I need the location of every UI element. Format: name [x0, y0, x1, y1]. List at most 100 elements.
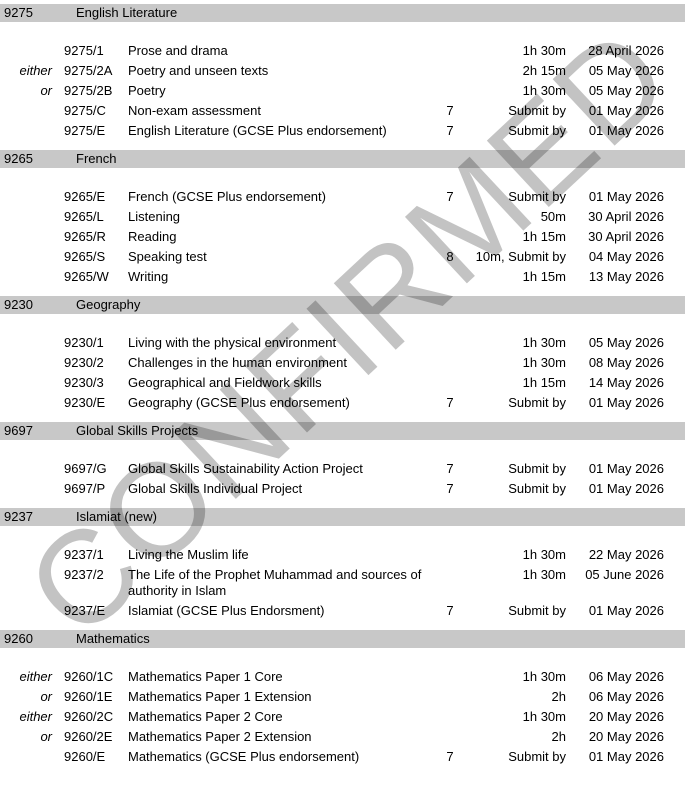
- paper-title: Non-exam assessment: [128, 103, 261, 118]
- exam-date: 05 May 2026: [588, 63, 664, 78]
- paper-code: 9265/R: [64, 229, 106, 244]
- paper-title: Reading: [128, 229, 177, 244]
- exam-row: or 9275/2B Poetry 1h 30m 05 May 2026: [0, 82, 685, 100]
- exam-row: 9237/1 Living the Muslim life 1h 30m 22 …: [0, 546, 685, 564]
- option-label: either: [19, 63, 52, 78]
- paper-title: Geographical and Fieldwork skills: [128, 375, 322, 390]
- exam-date: 04 May 2026: [588, 249, 664, 264]
- exam-date: 20 May 2026: [588, 729, 664, 744]
- paper-code: 9697/G: [64, 461, 107, 476]
- option-label: either: [19, 669, 52, 684]
- section-rows: either 9260/1C Mathematics Paper 1 Core …: [0, 668, 685, 766]
- key-number: 7: [446, 603, 454, 618]
- section-header-bar: 9260 Mathematics: [0, 630, 685, 648]
- exam-date: 01 May 2026: [588, 603, 664, 618]
- paper-title: Poetry: [128, 83, 166, 98]
- exam-row: 9237/2 The Life of the Prophet Muhammad …: [0, 566, 685, 600]
- paper-code: 9260/E: [64, 749, 106, 764]
- key-number: 8: [446, 249, 454, 264]
- key-number: 7: [446, 461, 454, 476]
- section-code: 9697: [4, 423, 33, 438]
- duration-label: Submit by: [508, 103, 566, 118]
- duration-label: 2h: [551, 729, 566, 744]
- paper-code: 9275/C: [64, 103, 106, 118]
- paper-title: Writing: [128, 269, 169, 284]
- section-code: 9230: [4, 297, 33, 312]
- option-label: either: [19, 709, 52, 724]
- section-header-bar: 9237 Islamiat (new): [0, 508, 685, 526]
- paper-code: 9697/P: [64, 481, 106, 496]
- paper-code: 9260/1C: [64, 669, 114, 684]
- exam-row: 9230/3 Geographical and Fieldwork skills…: [0, 374, 685, 392]
- exam-row: 9237/E Islamiat (GCSE Plus Endorsment) 7…: [0, 602, 685, 620]
- paper-code: 9237/2: [64, 567, 104, 582]
- section-rows: 9230/1 Living with the physical environm…: [0, 334, 685, 412]
- key-number: 7: [446, 749, 454, 764]
- exam-row: 9275/E English Literature (GCSE Plus end…: [0, 122, 685, 140]
- section-rows: 9697/G Global Skills Sustainability Acti…: [0, 460, 685, 498]
- paper-code: 9237/1: [64, 547, 104, 562]
- duration-label: 1h 30m: [522, 83, 566, 98]
- exam-date: 01 May 2026: [588, 103, 664, 118]
- subject-section: 9697 Global Skills Projects 9697/G Global…: [0, 422, 685, 498]
- exam-row: 9697/P Global Skills Individual Project …: [0, 480, 685, 498]
- exam-date: 06 May 2026: [588, 689, 664, 704]
- duration-label: Submit by: [508, 603, 566, 618]
- exam-row: 9230/E Geography (GCSE Plus endorsement)…: [0, 394, 685, 412]
- paper-title: Living the Muslim life: [128, 547, 249, 562]
- exam-date: 01 May 2026: [588, 749, 664, 764]
- duration-label: 1h 15m: [522, 229, 566, 244]
- exam-date: 01 May 2026: [588, 461, 664, 476]
- section-rows: 9237/1 Living the Muslim life 1h 30m 22 …: [0, 546, 685, 620]
- section-header-bar: 9265 French: [0, 150, 685, 168]
- exam-row: 9260/E Mathematics (GCSE Plus endorsemen…: [0, 748, 685, 766]
- exam-date: 14 May 2026: [588, 375, 664, 390]
- exam-row: 9230/2 Challenges in the human environme…: [0, 354, 685, 372]
- exam-date: 01 May 2026: [588, 395, 664, 410]
- duration-label: 10m, Submit by: [475, 249, 566, 264]
- subject-section: 9265 French 9265/E French (GCSE Plus endo…: [0, 150, 685, 286]
- duration-label: 50m: [540, 209, 566, 224]
- paper-code: 9230/E: [64, 395, 106, 410]
- duration-label: Submit by: [508, 461, 566, 476]
- paper-title: Mathematics Paper 1 Core: [128, 669, 283, 684]
- exam-date: 08 May 2026: [588, 355, 664, 370]
- exam-date: 05 May 2026: [588, 83, 664, 98]
- paper-title: Listening: [128, 209, 181, 224]
- paper-title: The Life of the Prophet Muhammad and sou…: [128, 567, 422, 598]
- paper-code: 9230/3: [64, 375, 104, 390]
- option-label: or: [40, 83, 52, 98]
- paper-code: 9265/W: [64, 269, 109, 284]
- exam-row: 9265/S Speaking test 8 10m, Submit by 04…: [0, 248, 685, 266]
- section-title: English Literature: [76, 5, 178, 20]
- exam-date: 28 April 2026: [588, 43, 664, 58]
- exam-row: 9275/C Non-exam assessment 7 Submit by 0…: [0, 102, 685, 120]
- paper-title: Challenges in the human environment: [128, 355, 347, 370]
- exam-date: 05 May 2026: [588, 335, 664, 350]
- exam-row: or 9260/1E Mathematics Paper 1 Extension…: [0, 688, 685, 706]
- duration-label: 1h 30m: [522, 709, 566, 724]
- key-number: 7: [446, 103, 454, 118]
- section-title: Geography: [76, 297, 141, 312]
- exam-date: 01 May 2026: [588, 481, 664, 496]
- paper-code: 9237/E: [64, 603, 106, 618]
- subject-section: 9230 Geography 9230/1 Living with the phy…: [0, 296, 685, 412]
- duration-label: Submit by: [508, 481, 566, 496]
- exam-date: 05 June 2026: [585, 567, 664, 582]
- paper-code: 9260/2E: [64, 729, 113, 744]
- paper-code: 9260/1E: [64, 689, 113, 704]
- duration-label: 2h: [551, 689, 566, 704]
- subject-section: 9237 Islamiat (new) 9237/1 Living the Mus…: [0, 508, 685, 620]
- duration-label: 2h 15m: [522, 63, 566, 78]
- duration-label: 1h 15m: [522, 269, 566, 284]
- section-code: 9237: [4, 509, 33, 524]
- exam-row: 9230/1 Living with the physical environm…: [0, 334, 685, 352]
- section-title: French: [76, 151, 117, 166]
- section-title: Islamiat (new): [76, 509, 157, 524]
- duration-label: Submit by: [508, 189, 566, 204]
- exam-row: either 9275/2A Poetry and unseen texts 2…: [0, 62, 685, 80]
- key-number: 7: [446, 481, 454, 496]
- section-code: 9260: [4, 631, 33, 646]
- duration-label: 1h 30m: [522, 335, 566, 350]
- exam-row: 9265/E French (GCSE Plus endorsement) 7 …: [0, 188, 685, 206]
